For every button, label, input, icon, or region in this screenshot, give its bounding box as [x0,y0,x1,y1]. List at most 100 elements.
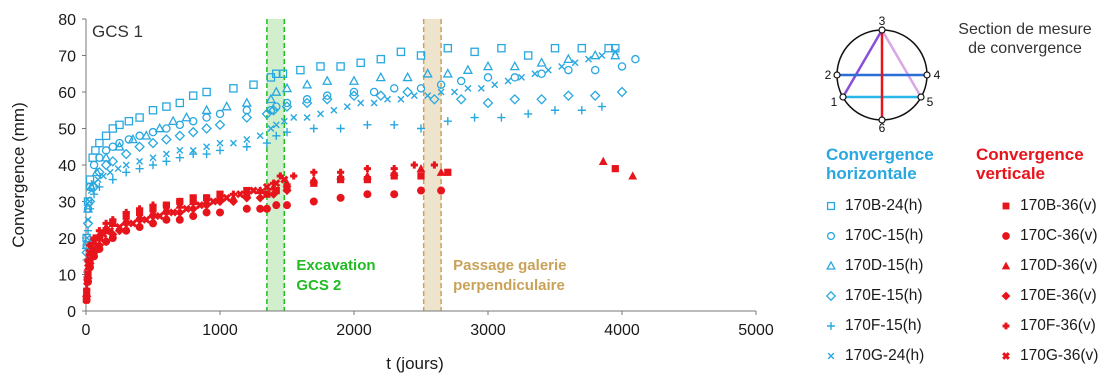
data-point [337,168,345,176]
data-point [628,171,638,180]
data-point [215,109,225,119]
legend-label: 170C-36(v) [1020,227,1098,244]
data-point [106,168,114,176]
point-label-6: 6 [879,121,886,135]
x-tick-label: 2000 [336,322,372,339]
legend-item: 170C-36(v) [998,226,1098,246]
legend-item: 170E-36(v) [998,286,1097,306]
point-4 [923,71,931,79]
y-tick-label: 50 [58,122,76,139]
data-point [261,108,273,120]
data-point [188,204,198,214]
data-point [106,226,115,235]
y-tick-label: 60 [58,85,76,102]
data-point [390,120,399,129]
data-point [243,190,251,198]
legend-title-vertical-line-2: verticale [976,164,1045,183]
legend-label: 170F-36(v) [1020,317,1096,334]
data-point [281,82,293,93]
data-point [509,93,521,105]
section-title-line-2: de convergence [968,40,1082,57]
data-point [370,99,378,107]
point-label-5: 5 [927,95,934,109]
data-point [249,186,258,195]
data-point [161,207,171,218]
x-tick-label: 0 [82,322,91,339]
data-point [149,219,157,228]
data-point [464,84,472,92]
data-point [611,165,619,173]
data-point [309,124,318,133]
data-point [482,97,494,109]
data-point [451,88,458,96]
data-point [283,201,291,210]
legend-marker [827,352,835,360]
data-point [175,207,185,218]
data-point [101,237,111,247]
data-point [497,43,506,53]
data-point [262,139,271,148]
data-point [272,179,281,188]
data-point [114,141,125,151]
data-point [83,285,91,293]
data-point [107,156,119,167]
data-point [120,148,132,160]
data-point [176,197,184,206]
data-point [510,73,520,82]
data-point [336,193,345,202]
data-point [214,119,226,131]
data-point [417,172,425,180]
data-point [85,248,94,257]
data-point [531,70,539,78]
data-point [209,197,218,206]
data-point [255,193,265,203]
band-label-line: perpendiculaire [453,277,565,294]
data-point [296,65,305,75]
data-point [436,80,446,89]
data-point [203,194,211,202]
band-label-line: Passage galerie [453,257,566,274]
data-point [504,77,512,85]
data-point [317,110,324,118]
data-point [390,172,398,180]
data-point [175,215,184,224]
data-point [455,93,467,105]
data-point [84,216,92,224]
data-point [83,226,93,235]
data-point [322,91,332,100]
legend-label: 170E-15(h) [845,287,923,304]
x-tick-label: 1000 [202,322,238,339]
band-label-line: GCS 2 [296,277,341,294]
legend-item: 170G-36(v) [998,346,1098,366]
data-point [216,194,224,202]
data-point [470,47,479,57]
data-point [122,208,130,217]
data-point [95,153,104,162]
legend-label: 170G-24(h) [845,347,925,364]
data-point [83,273,93,283]
data-point [282,98,292,108]
data-point [281,101,293,112]
data-point [302,79,313,89]
data-point [390,165,398,173]
data-point [87,187,95,195]
data-point [590,49,601,60]
data-point [162,102,171,111]
data-point [85,204,95,213]
chord-3-1 [841,29,884,98]
data-point [236,190,245,199]
legend-title-horizontal-line-1: Convergence [826,145,934,164]
series-170E-15(h) [81,86,628,258]
legend-marker [1001,261,1011,270]
band-labels: Excavation GCS 2 Passage galerie perpendicu… [296,257,566,294]
data-point [558,62,566,70]
data-point [422,68,433,78]
data-point [402,71,413,82]
data-point [148,211,158,221]
data-point [577,106,586,115]
data-point [589,90,601,101]
data-point [99,172,107,180]
data-point [202,208,211,217]
data-point [282,185,292,196]
data-point [148,160,158,170]
